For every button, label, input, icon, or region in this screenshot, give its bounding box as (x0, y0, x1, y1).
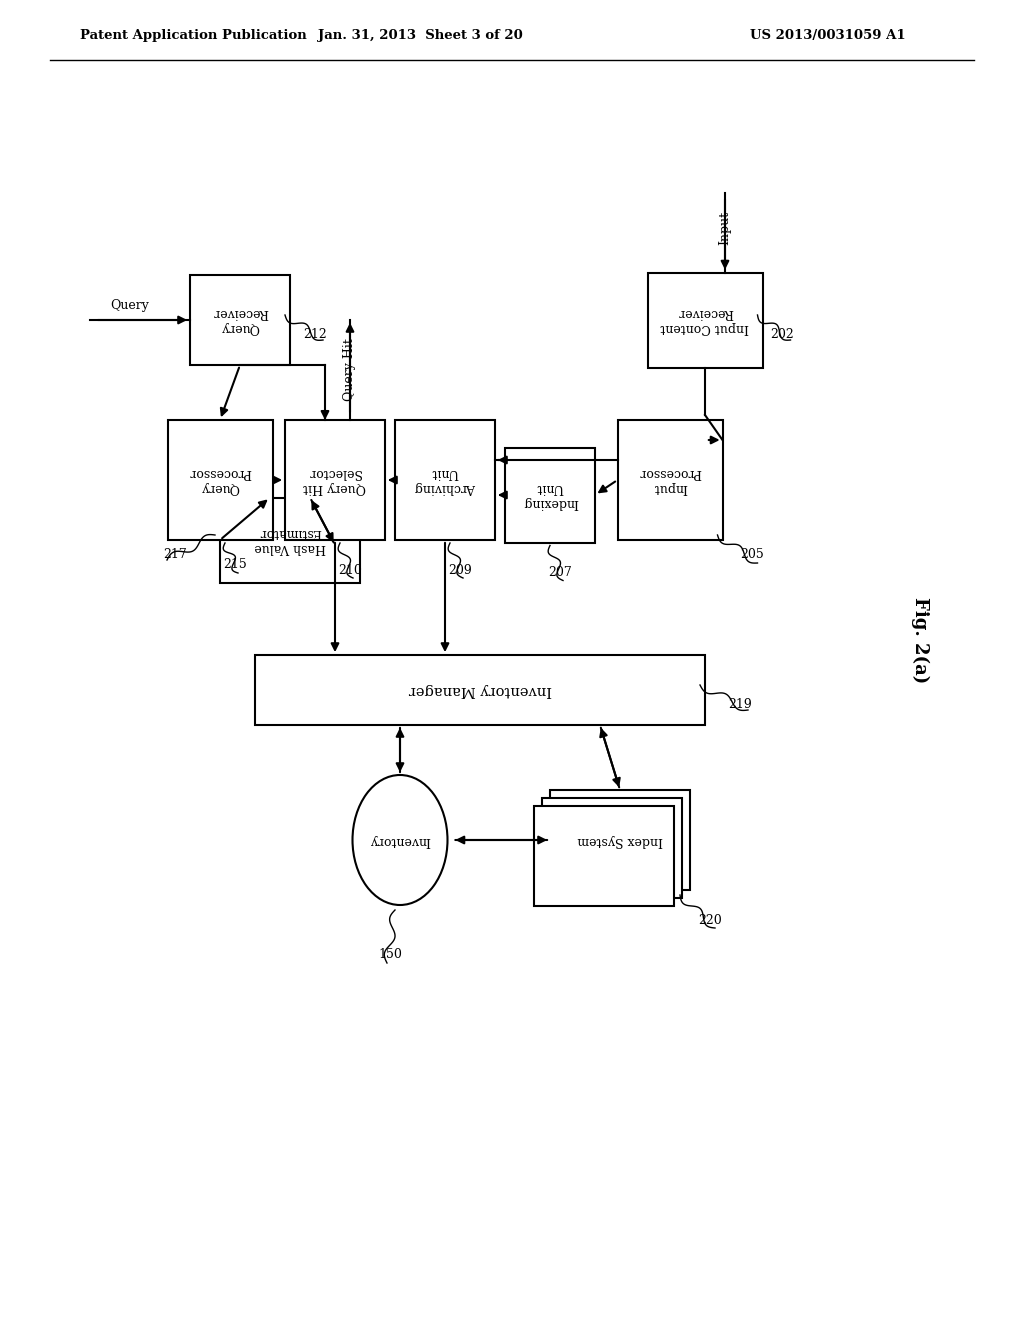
Text: Input
Processor: Input Processor (639, 466, 701, 494)
Ellipse shape (352, 775, 447, 906)
Text: 207: 207 (548, 566, 571, 579)
Bar (255, 655, 705, 725)
Bar (617, 420, 723, 540)
Text: Inventory Manager: Inventory Manager (409, 682, 552, 697)
Text: 202: 202 (771, 329, 795, 342)
Bar (168, 420, 272, 540)
Text: 210: 210 (338, 564, 361, 577)
Text: Query Hit
Selector: Query Hit Selector (303, 466, 367, 494)
Text: 205: 205 (740, 549, 764, 561)
Text: 212: 212 (303, 329, 327, 342)
Bar (647, 272, 763, 367)
Text: Patent Application Publication: Patent Application Publication (80, 29, 307, 41)
Text: 215: 215 (223, 558, 247, 572)
Text: Indexing
Unit: Indexing Unit (522, 480, 578, 510)
Bar (285, 420, 385, 540)
Text: Fig. 2(a): Fig. 2(a) (911, 597, 929, 684)
Bar (220, 498, 360, 582)
Text: Hash Value
Estimator: Hash Value Estimator (254, 525, 326, 554)
Text: 150: 150 (378, 949, 402, 961)
Text: Jan. 31, 2013  Sheet 3 of 20: Jan. 31, 2013 Sheet 3 of 20 (317, 29, 522, 41)
Bar (190, 275, 290, 366)
FancyBboxPatch shape (534, 807, 674, 906)
Text: Input: Input (719, 210, 731, 244)
Text: Query
Receiver: Query Receiver (212, 306, 268, 334)
Text: 220: 220 (698, 913, 722, 927)
Text: Input Content
Receiver: Input Content Receiver (660, 306, 750, 334)
Bar (395, 420, 495, 540)
Text: Query
Processor: Query Processor (188, 466, 251, 494)
Text: 209: 209 (449, 564, 472, 577)
Bar (505, 447, 595, 543)
Text: Index System: Index System (578, 833, 663, 846)
FancyBboxPatch shape (550, 789, 690, 890)
Text: Query: Query (111, 298, 150, 312)
Text: Inventory: Inventory (370, 833, 430, 846)
FancyBboxPatch shape (542, 799, 682, 898)
Text: US 2013/0031059 A1: US 2013/0031059 A1 (750, 29, 905, 41)
Text: Archiving
Unit: Archiving Unit (415, 466, 475, 494)
Text: 219: 219 (728, 698, 752, 711)
Text: Query Hit: Query Hit (343, 338, 356, 401)
Text: 217: 217 (163, 549, 186, 561)
